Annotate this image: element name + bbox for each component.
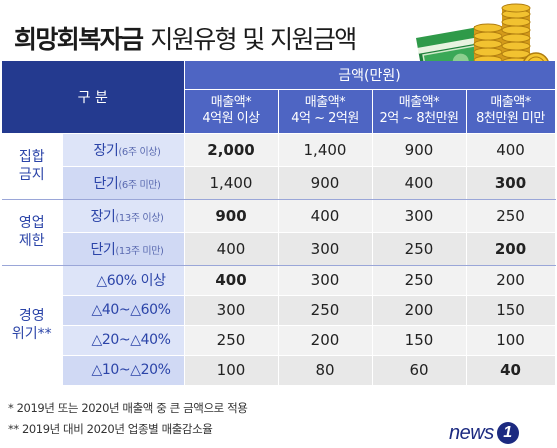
row-label: △40~△60% (62, 295, 185, 326)
row-label: △10~△20% (62, 355, 185, 386)
table-cell: 1,400 (278, 133, 373, 167)
table-cell: 300 (466, 166, 556, 200)
footnote: ** 2019년 대비 2020년 업종별 매출감소율 (8, 422, 213, 436)
header-column: 매출액* 2억 ~ 8천만원 (372, 89, 467, 134)
category-label: 집합 금지 (2, 133, 63, 200)
table-cell: 300 (184, 295, 279, 326)
header-group-label: 구 분 (2, 61, 185, 134)
row-label: △60% 이상 (62, 265, 185, 296)
table-cell: 150 (372, 325, 467, 356)
table-cell: 400 (372, 166, 467, 200)
logo-badge: 1 (496, 422, 519, 444)
table-cell: 900 (184, 199, 279, 233)
footnotes: * 2019년 또는 2020년 매출액 중 큰 금액으로 적용 ** 2019… (8, 398, 248, 440)
table-cell: 80 (278, 355, 373, 386)
row-label: 장기(6주 이상) (62, 133, 185, 167)
table-cell: 150 (466, 295, 556, 326)
news1-logo: news 1 (449, 420, 549, 446)
table-cell: 250 (372, 232, 467, 266)
title-bold: 희망회복자금 (14, 25, 144, 54)
table-cell: 900 (372, 133, 467, 167)
table-cell: 60 (372, 355, 467, 386)
table-cell: 200 (278, 325, 373, 356)
table-cell: 900 (278, 166, 373, 200)
table-cell: 1,400 (184, 166, 279, 200)
row-label: △20~△40% (62, 325, 185, 356)
table-cell: 2,000 (184, 133, 279, 167)
table-cell: 100 (466, 325, 556, 356)
table-cell: 300 (372, 199, 467, 233)
header-column: 매출액* 4억 ~ 2억원 (278, 89, 373, 134)
table-cell: 200 (372, 295, 467, 326)
footnote: * 2019년 또는 2020년 매출액 중 큰 금액으로 적용 (8, 401, 248, 415)
row-label: 장기(13주 이상) (62, 199, 185, 233)
row-label: 단기(13주 미만) (62, 232, 185, 266)
table-cell: 400 (278, 199, 373, 233)
table-cell: 400 (184, 232, 279, 266)
title-light: 지원유형 및 지원금액 (150, 25, 357, 54)
table-cell: 250 (184, 325, 279, 356)
header-column: 매출액* 4억원 이상 (184, 89, 279, 134)
table-cell: 250 (372, 265, 467, 296)
logo-text: news (449, 421, 494, 444)
table-cell: 400 (466, 133, 556, 167)
support-amount-table: 구 분 금액(만원) 매출액* 4억원 이상 매출액* 4억 ~ 2억원 매출액* 2… (2, 61, 556, 386)
table-cell: 200 (466, 265, 556, 296)
table-cell: 300 (278, 232, 373, 266)
category-label: 영업 제한 (2, 199, 63, 266)
category-label: 경영 위기** (2, 265, 63, 386)
table-cell: 250 (466, 199, 556, 233)
row-label: 단기(6주 미만) (62, 166, 185, 200)
table-cell: 300 (278, 265, 373, 296)
page-title: 희망회복자금 지원유형 및 지원금액 (14, 18, 357, 58)
header-amount-label: 금액(만원) (184, 61, 556, 90)
header-column: 매출액* 8천만원 미만 (466, 89, 556, 134)
table-cell: 200 (466, 232, 556, 266)
table-cell: 400 (184, 265, 279, 296)
table-cell: 250 (278, 295, 373, 326)
table-cell: 100 (184, 355, 279, 386)
table-cell: 40 (466, 355, 556, 386)
